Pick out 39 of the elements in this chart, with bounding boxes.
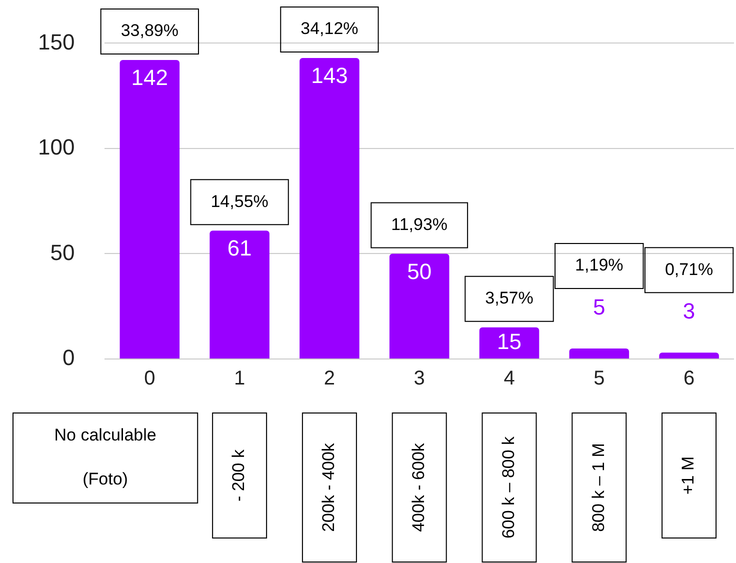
annotation: 1,19% [575, 256, 624, 275]
data-label: 5 [593, 294, 606, 320]
annotation: 3,57% [485, 288, 534, 308]
data-label: 15 [497, 329, 522, 354]
x-tick-label: 2 [324, 368, 336, 390]
text: 400k - 600k [409, 442, 428, 532]
text: - 200 k [229, 449, 248, 502]
data-label: 143 [311, 63, 348, 88]
text: 600 k – 800 k [498, 436, 518, 539]
data-label: 3 [682, 298, 696, 324]
x-tick-label: 4 [504, 368, 515, 390]
bar [569, 348, 630, 358]
y-tick-label: 150 [38, 29, 75, 54]
annotation: 11,93% [391, 214, 448, 234]
bar [479, 327, 540, 358]
bar [210, 230, 270, 358]
bar [120, 60, 180, 358]
annotation: 14,55% [210, 192, 268, 211]
text: 800 k – 1 M [588, 443, 608, 532]
y-tick-label: 0 [62, 345, 75, 370]
x-tick-label: 0 [144, 368, 156, 390]
bar [659, 352, 719, 358]
annotation: 0,71% [664, 260, 714, 279]
data-label: 50 [407, 258, 432, 284]
x-tick-label: 3 [414, 368, 425, 390]
bar [389, 254, 450, 358]
x-tick-label: 6 [683, 368, 695, 390]
text: 33,89% [120, 21, 178, 40]
text: 200k - 400k [319, 442, 338, 532]
x-tick-label: 5 [594, 368, 605, 390]
x-tick-label: 1 [234, 368, 246, 390]
text: +1 M [678, 456, 698, 495]
data-label: 61 [227, 236, 252, 261]
text: No calculable (Foto) [54, 426, 156, 489]
data-label: 142 [131, 65, 168, 90]
y-tick-label: 100 [38, 134, 75, 160]
y-tick-label: 50 [50, 240, 75, 265]
bar [300, 58, 360, 358]
text: 34,12% [300, 19, 358, 38]
